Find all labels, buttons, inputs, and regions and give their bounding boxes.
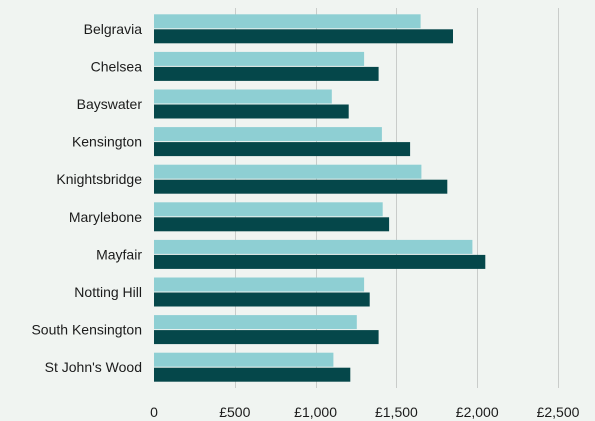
bar-series-0-6: [154, 239, 473, 254]
x-tick-label: 0: [150, 404, 158, 420]
category-label: Kensington: [72, 134, 142, 150]
category-label: Belgravia: [84, 21, 143, 37]
x-tick-label: £500: [219, 404, 250, 420]
bar-series-0-3: [154, 127, 382, 142]
bar-series-1-0: [154, 29, 453, 44]
x-tick-labels: 0 £500 £1,000 £1,500 £2,000 £2,500: [150, 404, 580, 420]
x-tick-label: £1,000: [294, 404, 337, 420]
bars: [154, 14, 486, 382]
bar-series-1-1: [154, 66, 379, 81]
bar-series-1-2: [154, 104, 349, 119]
bar-series-1-4: [154, 179, 448, 194]
bar-series-0-2: [154, 89, 332, 104]
bar-series-0-8: [154, 315, 357, 330]
bar-series-1-9: [154, 367, 351, 382]
bar-series-1-8: [154, 330, 379, 345]
category-label: St John's Wood: [45, 359, 142, 375]
bar-series-0-9: [154, 352, 334, 367]
bar-series-0-4: [154, 164, 422, 179]
category-label: South Kensington: [31, 322, 142, 338]
bar-series-0-7: [154, 277, 365, 292]
category-label: Marylebone: [69, 209, 142, 225]
x-tick-label: £1,500: [375, 404, 418, 420]
bar-series-0-1: [154, 51, 365, 66]
category-label: Chelsea: [91, 58, 143, 74]
bar-series-1-6: [154, 254, 486, 269]
category-label: Notting Hill: [74, 284, 142, 300]
bar-series-0-5: [154, 202, 383, 217]
bar-series-1-7: [154, 292, 370, 307]
x-tick-label: £2,000: [456, 404, 499, 420]
x-tick-label: £2,500: [537, 404, 580, 420]
category-label: Mayfair: [96, 246, 142, 262]
bar-series-1-3: [154, 142, 411, 157]
category-label: Knightsbridge: [56, 171, 142, 187]
category-label: Bayswater: [77, 96, 143, 112]
bar-series-1-5: [154, 217, 390, 232]
bar-series-0-0: [154, 14, 421, 29]
category-labels: Belgravia Chelsea Bayswater Kensington Knigh…: [31, 21, 142, 375]
